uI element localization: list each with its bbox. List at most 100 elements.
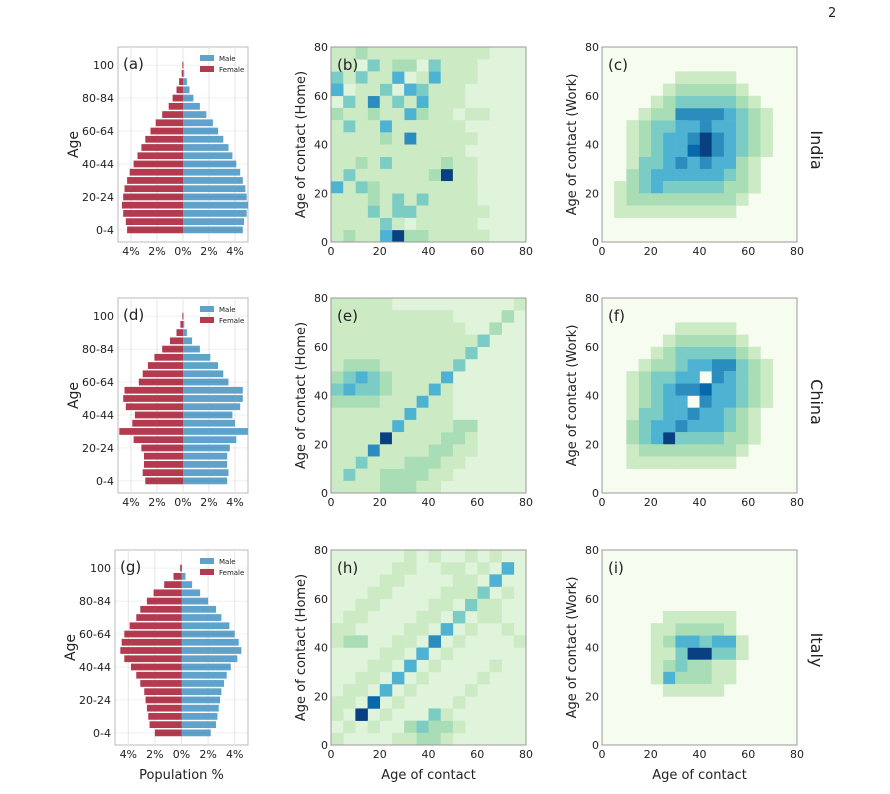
male-bar	[183, 320, 185, 328]
panel-label: (b)	[337, 56, 358, 74]
heatmap-cell	[391, 205, 405, 218]
plot-frame	[330, 549, 527, 746]
heatmap-cell	[638, 444, 652, 457]
heatmap-cell	[465, 168, 478, 182]
y-tick-label: 60	[585, 593, 599, 606]
heatmap-cell	[391, 432, 405, 445]
heatmap-cell	[626, 205, 639, 218]
heatmap-cell	[355, 83, 368, 97]
x-axis-label: Age of contact	[652, 768, 747, 783]
heatmap-cell	[638, 144, 652, 157]
heatmap-cell	[367, 346, 381, 360]
heatmap-cell	[379, 71, 393, 84]
heatmap-cell	[367, 59, 381, 72]
heatmap-cell	[331, 708, 344, 721]
heatmap-cell	[465, 444, 478, 457]
y-tick-label: 0	[592, 236, 599, 249]
female-bar	[124, 185, 183, 193]
heatmap-cell	[723, 444, 737, 457]
heatmap-cell	[416, 732, 429, 746]
heatmap-cell	[699, 684, 712, 697]
heatmap-cell	[760, 107, 773, 121]
heatmap-cell	[391, 322, 405, 335]
heatmap-cell	[440, 444, 454, 457]
heatmap-cell	[687, 383, 700, 396]
heatmap-cell	[699, 456, 712, 469]
panel-label: (c)	[608, 56, 628, 74]
heatmap-cell	[367, 229, 381, 243]
heatmap-cell	[465, 598, 478, 612]
heatmap-cell	[638, 432, 652, 445]
heatmap-cell	[428, 732, 441, 746]
plot-frame	[601, 549, 798, 746]
heatmap-cell	[379, 586, 393, 600]
heatmap-cell	[404, 47, 417, 60]
heatmap-cell	[391, 168, 405, 182]
y-tick-label: 20	[314, 187, 328, 200]
heatmap-cell	[343, 156, 356, 170]
heatmap-cell	[379, 310, 393, 323]
heatmap-cell	[416, 107, 429, 121]
heatmap-cell	[355, 298, 368, 311]
age-tick-label: 60-64	[82, 376, 114, 389]
heatmap-cell	[687, 107, 700, 121]
heatmap-cell	[428, 720, 441, 734]
heatmap-cell	[416, 480, 429, 494]
heatmap-cell	[343, 407, 356, 421]
x-tick-label: 2%	[148, 245, 165, 258]
heatmap-cell	[440, 407, 454, 421]
female-bar	[133, 436, 183, 444]
heatmap-cell	[711, 444, 725, 457]
plot-frame	[601, 297, 798, 494]
female-bar	[136, 671, 182, 679]
heatmap-cell	[343, 229, 356, 243]
heatmap-cell	[477, 107, 490, 121]
male-bar	[183, 452, 228, 460]
heatmap-cell	[687, 610, 700, 624]
heatmap-cell	[416, 720, 429, 734]
heatmap-cell	[699, 168, 712, 182]
female-bar	[153, 589, 182, 597]
female-bar	[148, 713, 182, 720]
heatmap-cell	[614, 205, 627, 218]
heatmap-cell	[416, 334, 429, 348]
heatmap-cell	[404, 468, 417, 482]
heatmap-cell	[650, 395, 664, 408]
male-bar	[181, 704, 219, 712]
heatmap-cell	[477, 671, 490, 685]
heatmap-cell	[626, 456, 639, 469]
heatmap-cell	[440, 395, 454, 408]
heatmap-cell	[331, 432, 344, 445]
heatmap-cell	[662, 456, 676, 469]
heatmap-cell	[711, 168, 725, 182]
heatmap-cell	[465, 229, 478, 243]
heatmap-cell	[687, 156, 700, 170]
panel-label: (a)	[123, 55, 144, 73]
heatmap-cell	[687, 193, 700, 206]
heatmap-cell	[331, 59, 344, 72]
female-bar	[137, 152, 183, 160]
heatmap-cell	[428, 83, 441, 97]
heatmap-cell	[404, 395, 417, 408]
age-tick-label: 0-4	[96, 224, 114, 237]
heatmap-cell	[367, 156, 381, 170]
female-bar	[140, 680, 182, 687]
male-bar	[181, 605, 217, 613]
male-bar	[183, 160, 237, 168]
heatmap-cell	[650, 456, 664, 469]
heatmap-cell	[379, 383, 393, 396]
heatmap-cell	[662, 181, 676, 194]
heatmap-cell	[416, 419, 429, 433]
heatmap-cell	[440, 168, 454, 182]
female-bar	[155, 119, 183, 127]
heatmap-cell	[367, 310, 381, 323]
heatmap-cell	[760, 371, 773, 384]
heatmap-cell	[367, 659, 381, 673]
heatmap-cell	[614, 193, 627, 206]
heatmap-cell	[331, 107, 344, 121]
x-tick-label: 2%	[200, 496, 217, 509]
age-tick-label: 80-84	[79, 595, 111, 608]
heatmap-cell	[379, 59, 393, 72]
heatmap-cell	[391, 574, 405, 587]
heatmap-cell	[699, 120, 712, 133]
